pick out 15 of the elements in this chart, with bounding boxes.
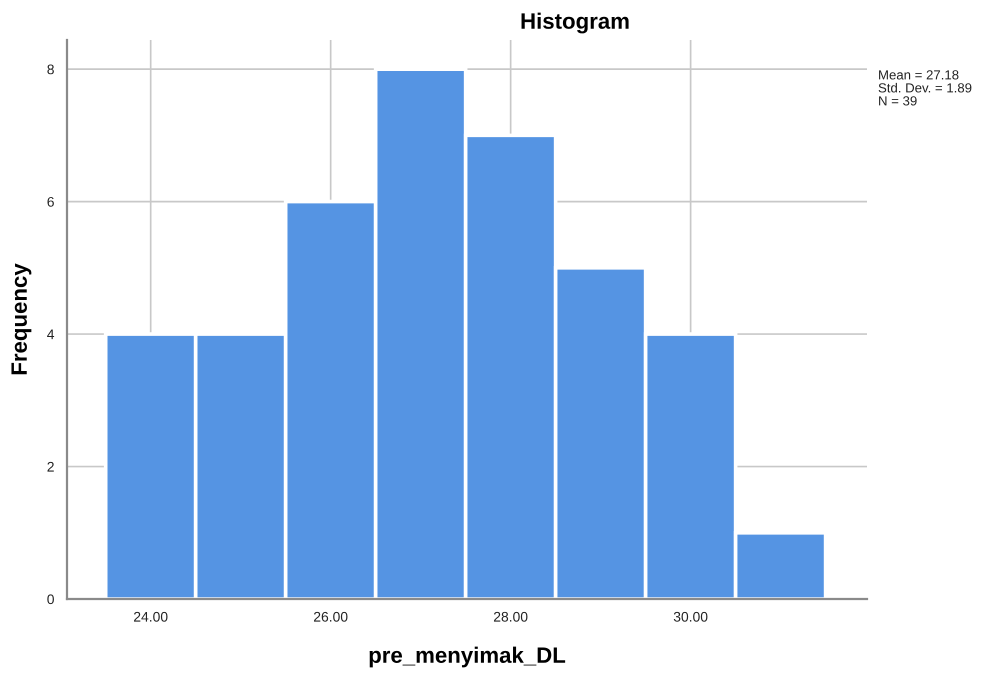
y-tick-label: 2 [47,462,54,472]
x-tick-label: 30.00 [674,612,708,622]
text: Std. Dev. = 1.89 [878,82,972,93]
y-axis-title: Frequency [11,263,32,374]
x-tick-label: 26.00 [314,612,348,622]
y-tick-label: 4 [47,330,54,340]
y-tick-label: 0 [47,594,54,604]
x-tick-label: 24.00 [134,612,168,622]
y-tick-label: 6 [47,196,54,207]
text: Mean = 27.18 [879,70,958,80]
chart-title: Histogram [522,12,629,34]
x-tick-label: 28.00 [494,612,528,622]
y-tick-label: 8 [47,64,54,74]
text: N = 39 [879,96,917,106]
x-axis-title: pre_menyimak_DL [370,646,566,668]
